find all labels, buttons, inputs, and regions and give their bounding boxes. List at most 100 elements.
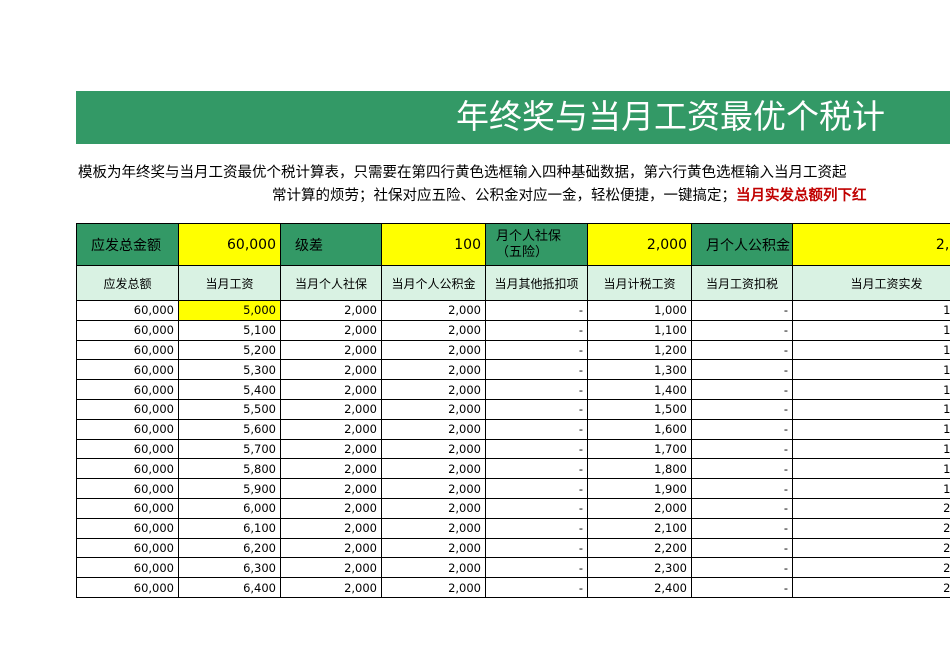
table-cell[interactable]: 2,000 (280, 497, 382, 519)
table-cell[interactable]: 1,800 (587, 458, 692, 480)
table-cell[interactable]: 60,000 (76, 379, 179, 400)
table-cell[interactable]: 2,000 (381, 319, 486, 341)
table-cell[interactable]: - (485, 359, 588, 381)
table-cell[interactable]: 5,900 (178, 478, 281, 499)
table-cell[interactable]: 2,000 (381, 537, 486, 559)
table-cell[interactable]: - (691, 319, 793, 341)
table-cell[interactable]: 6,100 (178, 517, 281, 539)
table-cell[interactable]: - (691, 398, 793, 420)
table-cell[interactable]: - (691, 418, 793, 440)
table-cell[interactable]: 2,000 (280, 359, 382, 381)
table-cell[interactable]: 2,000 (381, 418, 486, 440)
table-cell[interactable]: - (691, 300, 793, 321)
table-cell[interactable]: - (485, 379, 588, 400)
table-cell[interactable]: 60,000 (76, 418, 179, 440)
table-cell[interactable]: 2,300 (792, 557, 950, 579)
table-cell[interactable]: - (691, 537, 793, 559)
table-cell[interactable]: 6,400 (178, 577, 281, 598)
table-cell[interactable]: 1,100 (587, 319, 692, 341)
table-cell[interactable]: - (691, 557, 793, 579)
table-cell[interactable]: 2,000 (280, 557, 382, 579)
table-cell[interactable]: 1,700 (792, 438, 950, 460)
table-cell[interactable]: 1,600 (792, 418, 950, 440)
table-cell[interactable]: 1,500 (792, 398, 950, 420)
table-cell[interactable]: 2,000 (280, 577, 382, 598)
table-cell[interactable]: 2,000 (381, 379, 486, 400)
table-cell[interactable]: 2,000 (280, 458, 382, 480)
table-cell[interactable]: 2,000 (280, 398, 382, 420)
table-cell[interactable]: - (485, 418, 588, 440)
table-cell[interactable]: - (691, 438, 793, 460)
table-cell[interactable]: 1,000 (587, 300, 692, 321)
table-cell[interactable]: 6,200 (178, 537, 281, 559)
table-cell[interactable]: - (485, 557, 588, 579)
step-input[interactable]: 100 (381, 223, 486, 266)
table-cell[interactable]: 60,000 (76, 359, 179, 381)
table-cell[interactable]: 2,000 (280, 379, 382, 400)
table-cell[interactable]: 2,000 (381, 398, 486, 420)
table-cell[interactable]: 60,000 (76, 497, 179, 519)
table-cell[interactable]: - (691, 478, 793, 499)
table-cell[interactable]: 2,000 (280, 537, 382, 559)
table-cell[interactable]: 5,500 (178, 398, 281, 420)
table-cell[interactable]: 60,000 (76, 537, 179, 559)
table-cell[interactable]: - (485, 438, 588, 460)
table-cell[interactable]: 2,000 (280, 339, 382, 361)
table-cell[interactable]: 2,200 (587, 537, 692, 559)
table-cell[interactable]: 60,000 (76, 339, 179, 361)
table-cell[interactable]: 5,600 (178, 418, 281, 440)
table-cell[interactable]: - (485, 339, 588, 361)
table-cell[interactable]: 1,400 (792, 379, 950, 400)
table-cell[interactable]: 60,000 (76, 557, 179, 579)
table-cell[interactable]: 2,000 (381, 497, 486, 519)
table-cell[interactable]: 60,000 (76, 398, 179, 420)
table-cell[interactable]: - (691, 517, 793, 539)
table-cell[interactable]: 60,000 (76, 458, 179, 480)
table-cell[interactable]: 2,000 (587, 497, 692, 519)
table-cell[interactable]: 1,200 (587, 339, 692, 361)
table-cell[interactable]: 2,000 (381, 577, 486, 598)
table-cell[interactable]: 1,100 (792, 319, 950, 341)
table-cell[interactable]: - (691, 379, 793, 400)
table-cell[interactable]: 5,200 (178, 339, 281, 361)
table-cell[interactable]: 2,000 (381, 458, 486, 480)
social-insurance-input[interactable]: 2,000 (587, 223, 692, 266)
table-cell[interactable]: - (691, 458, 793, 480)
table-cell[interactable]: - (485, 577, 588, 598)
table-cell[interactable]: 2,000 (280, 517, 382, 539)
table-cell[interactable]: 5,800 (178, 458, 281, 480)
table-cell[interactable]: 1,000 (792, 300, 950, 321)
table-cell[interactable]: 2,000 (792, 497, 950, 519)
table-cell[interactable]: 1,400 (587, 379, 692, 400)
table-cell[interactable]: - (691, 497, 793, 519)
table-cell[interactable]: 2,000 (381, 478, 486, 499)
table-cell[interactable]: 2,000 (381, 300, 486, 321)
table-cell[interactable]: 6,300 (178, 557, 281, 579)
table-cell[interactable]: - (691, 339, 793, 361)
table-cell[interactable]: 2,000 (381, 339, 486, 361)
table-cell[interactable]: 2,100 (587, 517, 692, 539)
table-cell[interactable]: - (485, 497, 588, 519)
table-cell[interactable]: 2,300 (587, 557, 692, 579)
table-cell[interactable]: 1,500 (587, 398, 692, 420)
housing-fund-input[interactable]: 2,000 (792, 223, 950, 266)
table-cell[interactable]: 6,000 (178, 497, 281, 519)
table-cell[interactable]: 5,400 (178, 379, 281, 400)
table-cell[interactable]: 60,000 (76, 300, 179, 321)
table-cell[interactable]: 2,000 (381, 359, 486, 381)
table-cell[interactable]: - (485, 517, 588, 539)
total-amount-input[interactable]: 60,000 (178, 223, 281, 266)
table-cell[interactable]: 60,000 (76, 478, 179, 499)
table-cell[interactable]: 1,200 (792, 339, 950, 361)
table-cell[interactable]: 5,100 (178, 319, 281, 341)
table-cell[interactable]: 2,000 (381, 557, 486, 579)
table-cell[interactable]: - (485, 458, 588, 480)
table-cell[interactable]: 2,100 (792, 517, 950, 539)
table-cell[interactable]: 5,000 (178, 300, 281, 321)
table-cell[interactable]: 60,000 (76, 517, 179, 539)
table-cell[interactable]: 1,900 (587, 478, 692, 499)
table-cell[interactable]: - (691, 359, 793, 381)
table-cell[interactable]: 2,000 (381, 517, 486, 539)
table-cell[interactable]: 1,300 (587, 359, 692, 381)
table-cell[interactable]: 2,000 (381, 438, 486, 460)
